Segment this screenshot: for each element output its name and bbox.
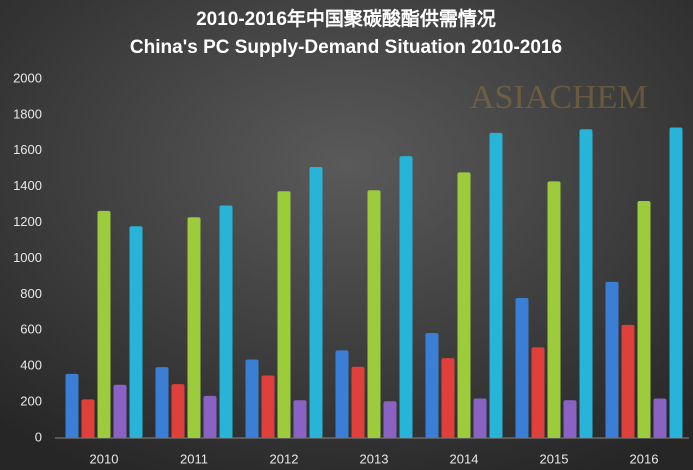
bar xyxy=(473,398,487,438)
y-tick-label: 1600 xyxy=(13,142,42,157)
bar xyxy=(383,401,397,438)
y-tick-label: 2000 xyxy=(13,70,42,85)
y-tick-label: 600 xyxy=(20,322,42,337)
bar xyxy=(171,384,185,438)
bar xyxy=(637,201,651,438)
bar xyxy=(531,347,545,438)
bar xyxy=(653,398,667,438)
y-tick-label: 1400 xyxy=(13,178,42,193)
bar xyxy=(351,366,365,438)
bar xyxy=(113,384,127,438)
bar xyxy=(621,324,635,438)
bar xyxy=(97,210,111,438)
x-tick-label: 2014 xyxy=(450,451,479,466)
bar xyxy=(399,156,413,438)
bar xyxy=(489,132,503,438)
watermark: ASIACHEM xyxy=(470,79,648,116)
bar xyxy=(277,191,291,438)
bar xyxy=(155,367,169,438)
bar xyxy=(669,127,683,438)
bar xyxy=(335,350,349,438)
bar xyxy=(309,166,323,438)
y-tick-label: 0 xyxy=(35,429,42,444)
y-tick-label: 1200 xyxy=(13,214,42,229)
bar xyxy=(293,400,307,438)
chart-subtitle: China's PC Supply-Demand Situation 2010-… xyxy=(130,37,562,58)
bar xyxy=(129,226,143,438)
y-tick-label: 1800 xyxy=(13,106,42,121)
bar xyxy=(203,395,217,438)
bar xyxy=(547,181,561,438)
x-tick-label: 2015 xyxy=(540,451,569,466)
bar xyxy=(81,399,95,438)
bar xyxy=(219,205,233,438)
x-tick-label: 2011 xyxy=(180,451,208,466)
y-tick-label: 800 xyxy=(20,286,42,301)
y-tick-label: 400 xyxy=(20,358,42,373)
chart-title: 2010-2016年中国聚碳酸酯供需情况 xyxy=(196,7,496,30)
bar xyxy=(245,359,259,438)
bar xyxy=(457,172,471,438)
bar xyxy=(441,358,455,438)
bar xyxy=(425,332,439,438)
x-tick-label: 2010 xyxy=(90,451,119,466)
bar xyxy=(579,129,593,438)
bar xyxy=(261,375,275,438)
bar xyxy=(65,373,79,438)
x-tick-label: 2016 xyxy=(630,451,659,466)
y-tick-label: 200 xyxy=(20,394,42,409)
bar xyxy=(367,190,381,438)
bar xyxy=(563,400,577,438)
y-tick-label: 1000 xyxy=(13,250,42,265)
bar xyxy=(187,217,201,438)
x-tick-label: 2012 xyxy=(270,451,299,466)
x-tick-label: 2013 xyxy=(360,451,389,466)
bar xyxy=(605,281,619,438)
bar xyxy=(515,297,529,438)
